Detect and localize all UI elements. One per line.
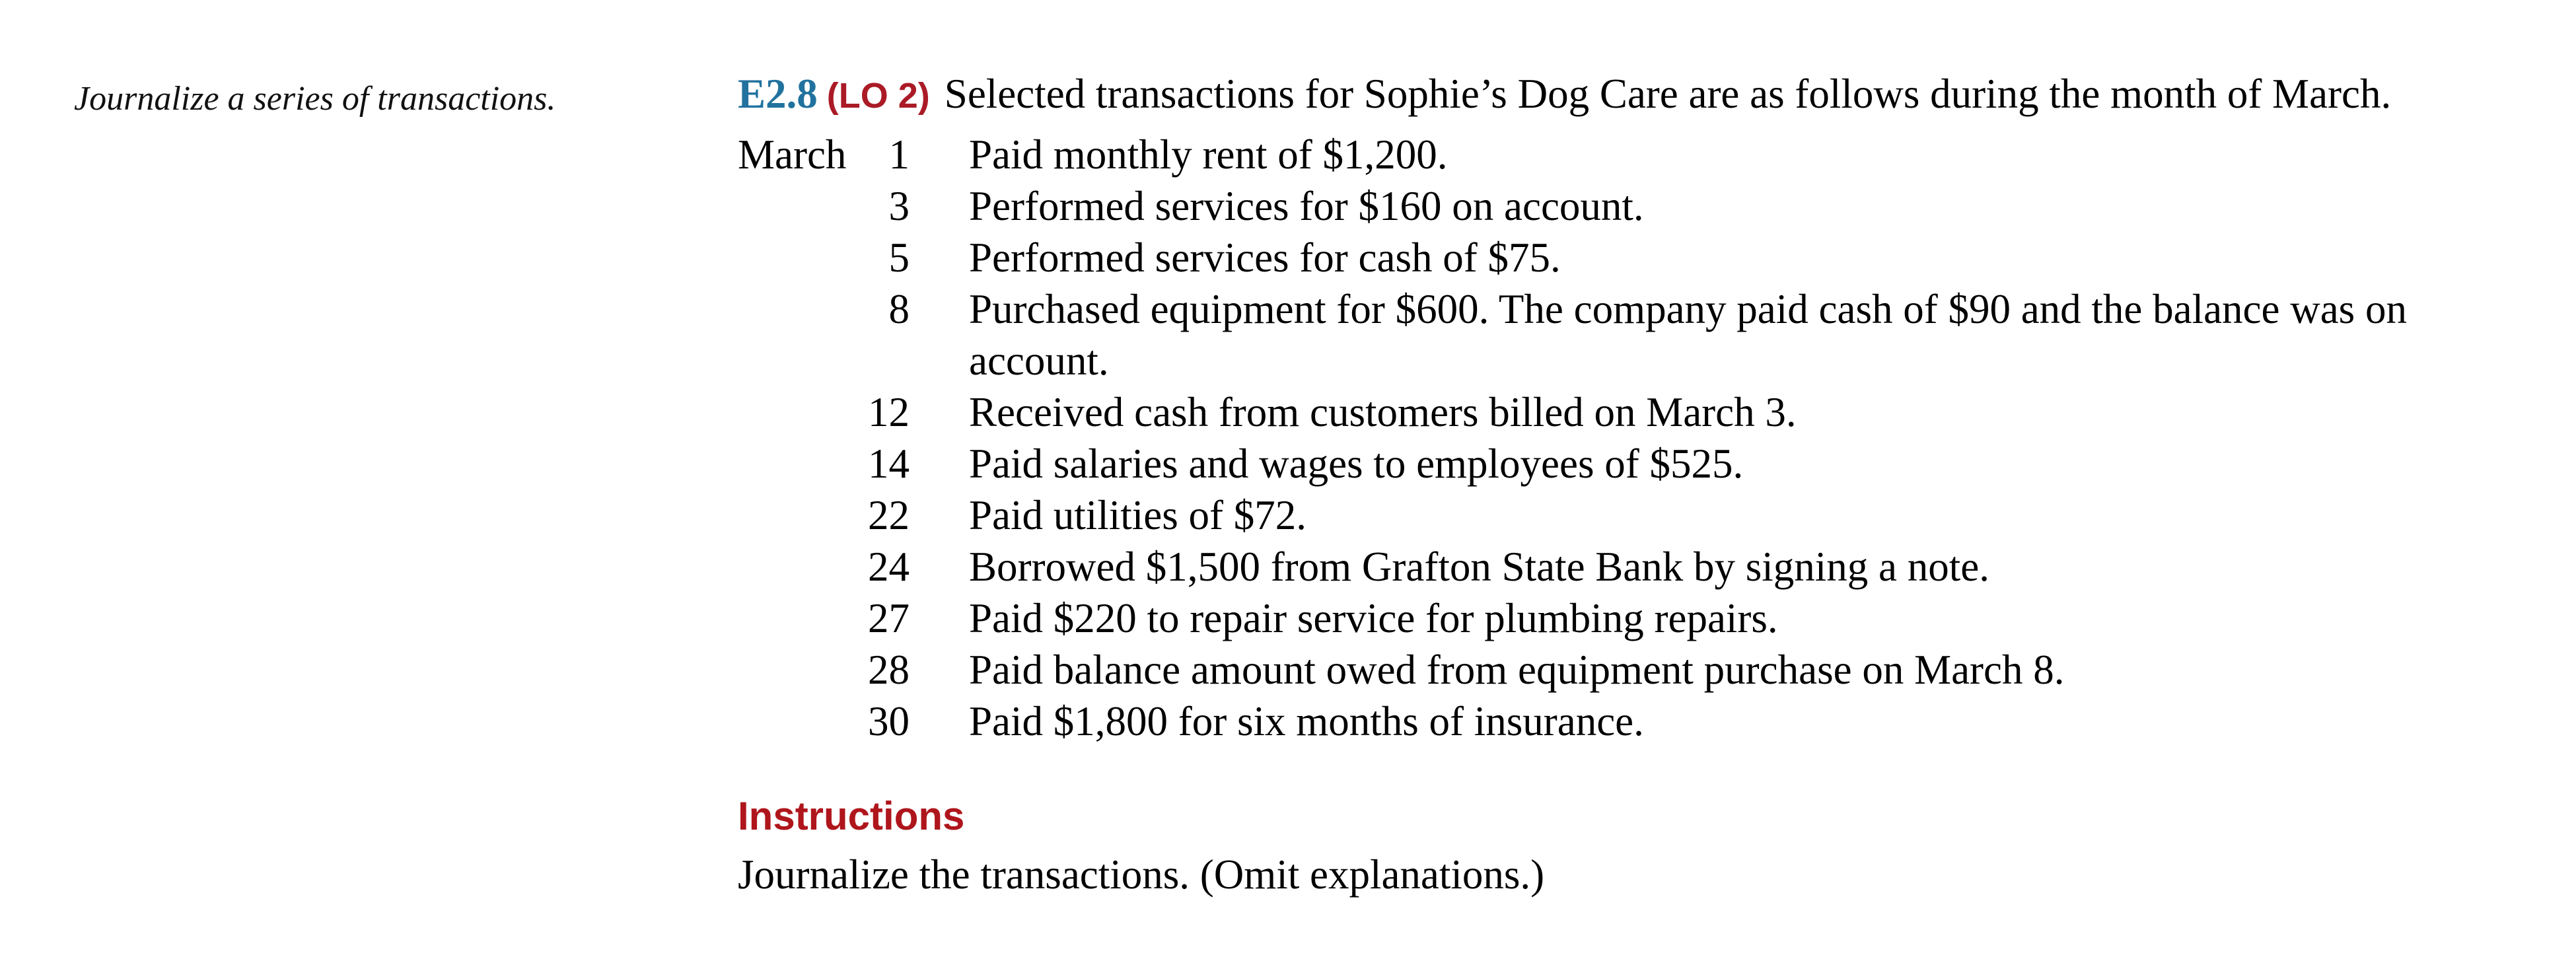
learning-objective-tag: (LO 2)	[826, 76, 930, 116]
day-number: 8	[888, 286, 910, 332]
transaction-row: March 1 Paid monthly rent of $1,200.	[738, 129, 2455, 180]
day-number: 5	[888, 234, 910, 281]
month-spacer	[738, 438, 847, 489]
exercise-code: E2.8	[738, 71, 818, 117]
exercise-intro-line: E2.8 (LO 2) Selected transactions for Soph…	[738, 70, 2455, 120]
transaction-row: 3 Performed services for $160 on account…	[738, 180, 2455, 232]
month-spacer	[738, 541, 847, 592]
transaction-text: Purchased equipment for $600. The compan…	[969, 286, 2407, 384]
margin-note: Journalize a series of transactions.	[74, 80, 556, 118]
month-label: March	[738, 131, 847, 178]
transactions-list: March 1 Paid monthly rent of $1,200. 3 P…	[738, 129, 2455, 747]
day-number: 12	[868, 389, 910, 435]
day-number: 3	[888, 183, 910, 229]
transaction-text: Paid utilities of $72.	[969, 492, 1306, 538]
month-spacer	[738, 232, 847, 283]
month-spacer	[738, 283, 847, 386]
month-spacer	[738, 592, 847, 644]
month-spacer	[738, 386, 847, 438]
transaction-row: 8 Purchased equipment for $600. The comp…	[738, 283, 2455, 386]
instructions-text: Journalize the transactions. (Omit expla…	[738, 851, 1545, 898]
transaction-row: 5 Performed services for cash of $75.	[738, 232, 2455, 283]
day-number: 27	[868, 595, 910, 641]
transaction-row: 12 Received cash from customers billed o…	[738, 386, 2455, 438]
month-spacer	[738, 644, 847, 696]
transaction-text: Performed services for $160 on account.	[969, 183, 1644, 229]
transaction-text: Paid balance amount owed from equipment …	[969, 647, 2065, 693]
exercise-block: E2.8 (LO 2) Selected transactions for Soph…	[738, 70, 2455, 900]
transaction-row: 24 Borrowed $1,500 from Grafton State Ba…	[738, 541, 2455, 592]
transaction-text: Received cash from customers billed on M…	[969, 389, 1797, 435]
transaction-text: Paid $1,800 for six months of insurance.	[969, 698, 1644, 744]
transaction-text: Borrowed $1,500 from Grafton State Bank …	[969, 544, 1989, 590]
day-number: 28	[868, 647, 910, 693]
day-number: 22	[868, 492, 910, 538]
transaction-row: 22 Paid utilities of $72.	[738, 489, 2455, 541]
transaction-row: 27 Paid $220 to repair service for plumb…	[738, 592, 2455, 644]
exercise-intro-text: Selected transactions for Sophie’s Dog C…	[944, 71, 2392, 117]
day-number: 14	[868, 441, 910, 487]
month-spacer	[738, 696, 847, 747]
transaction-text: Paid salaries and wages to employees of …	[969, 441, 1744, 487]
day-number: 1	[888, 131, 910, 178]
instructions-heading: Instructions	[738, 794, 965, 838]
day-number: 24	[868, 544, 910, 590]
transaction-row: 14 Paid salaries and wages to employees …	[738, 438, 2455, 489]
day-number: 30	[868, 698, 910, 744]
month-spacer	[738, 489, 847, 541]
transaction-text: Performed services for cash of $75.	[969, 234, 1561, 281]
month-spacer	[738, 180, 847, 232]
transaction-row: 28 Paid balance amount owed from equipme…	[738, 644, 2455, 696]
transaction-text: Paid $220 to repair service for plumbing…	[969, 595, 1778, 641]
transaction-text: Paid monthly rent of $1,200.	[969, 131, 1448, 178]
transaction-row: 30 Paid $1,800 for six months of insuran…	[738, 696, 2455, 747]
